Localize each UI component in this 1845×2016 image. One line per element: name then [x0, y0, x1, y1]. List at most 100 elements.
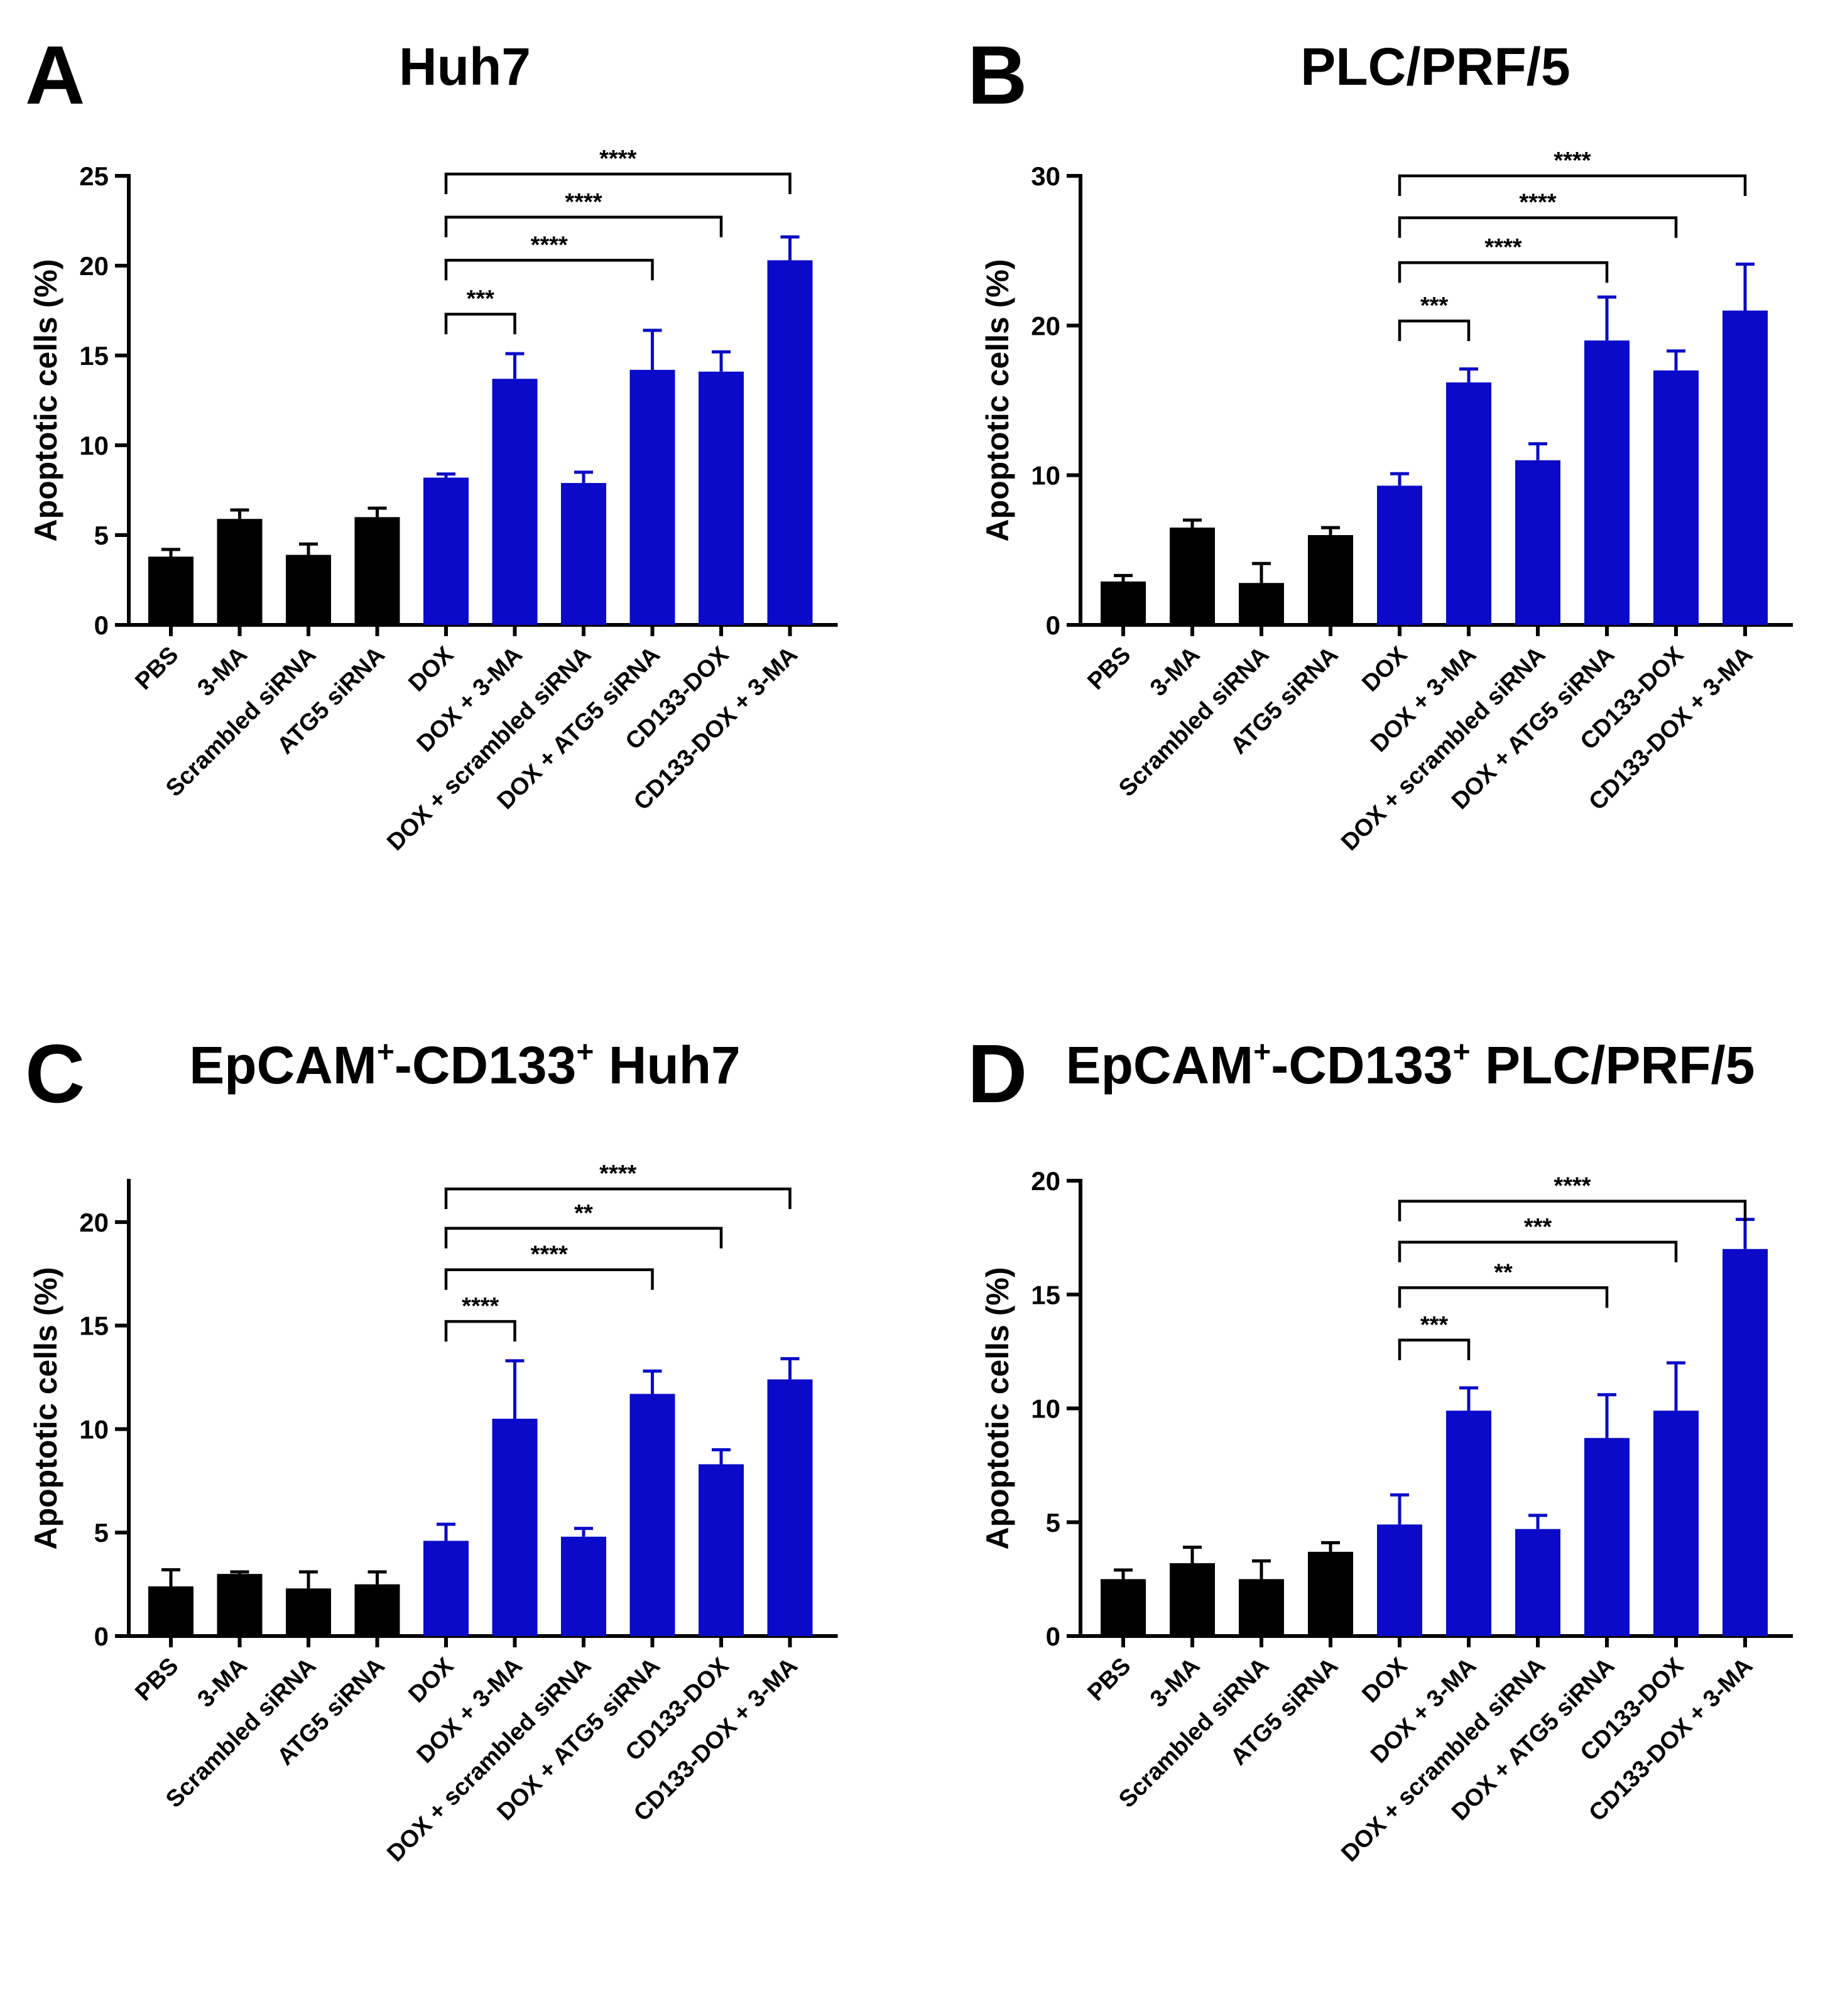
bar: [1723, 1249, 1768, 1636]
y-tick-label: 10: [1031, 1394, 1060, 1424]
y-tick-label: 20: [1031, 311, 1060, 340]
bar: [1584, 340, 1630, 625]
significance-bracket: [444, 312, 516, 335]
bar: [1584, 1438, 1630, 1636]
title-superscript: +: [377, 1036, 395, 1069]
significance-bracket: [444, 1320, 516, 1342]
bar: [767, 1379, 813, 1636]
bar: [1377, 1524, 1422, 1636]
significance-label: ****: [565, 189, 602, 215]
bar: [1723, 310, 1768, 625]
y-tick-label: 25: [79, 161, 109, 191]
title-superscript: +: [1453, 1036, 1471, 1069]
y-tick-label: 15: [1031, 1280, 1060, 1309]
bar: [1101, 1579, 1146, 1636]
significance-label: ***: [467, 286, 495, 312]
y-axis-label: Apoptotic cells (%): [980, 259, 1015, 541]
significance-label: ****: [531, 1242, 568, 1268]
bar: [286, 555, 331, 625]
significance-label: ***: [1420, 1312, 1449, 1338]
bar: [1170, 1563, 1215, 1636]
significance-label: **: [1494, 1259, 1513, 1286]
bar: [423, 1541, 469, 1636]
significance-label: ****: [599, 1161, 636, 1187]
bar: [354, 517, 400, 625]
title-part: PLC/PRF/5: [1471, 1036, 1755, 1095]
bar: [1170, 528, 1215, 625]
bar: [492, 1418, 538, 1636]
bar: [1446, 1411, 1491, 1636]
panel-letter: B: [967, 29, 1027, 121]
significance-label: ****: [1519, 190, 1556, 216]
title-part: EpCAM: [1066, 1036, 1254, 1095]
bar: [1653, 1411, 1699, 1636]
significance-bracket: [444, 1268, 654, 1290]
y-tick-label: 0: [1046, 1622, 1060, 1651]
panel-letter: C: [25, 1027, 85, 1120]
y-tick-label: 30: [1031, 161, 1060, 191]
bar: [699, 1464, 744, 1636]
panel-title: PLC/PRF/5: [1300, 37, 1570, 96]
bar: [1377, 485, 1422, 625]
title-part: -CD133: [395, 1036, 576, 1095]
significance-bracket: [444, 1227, 723, 1249]
bar: [629, 1394, 675, 1636]
panel-letter: A: [25, 29, 85, 121]
significance-bracket: [1398, 319, 1471, 342]
bar: [423, 477, 469, 625]
bar: [217, 519, 263, 625]
bar: [767, 260, 813, 625]
y-tick-label: 20: [1031, 1166, 1060, 1196]
bar: [629, 369, 675, 625]
panel-title: EpCAM+-CD133+ Huh7: [189, 1036, 741, 1095]
bar: [1101, 581, 1146, 625]
y-axis-label: Apoptotic cells (%): [28, 259, 63, 541]
bar: [1239, 1579, 1284, 1636]
title-part: Huh7: [594, 1036, 740, 1095]
title-superscript: +: [1253, 1036, 1271, 1069]
bar: [148, 1586, 193, 1636]
significance-bracket: [1398, 1200, 1747, 1222]
significance-bracket: [1398, 261, 1609, 283]
significance-bracket: [1398, 174, 1747, 196]
significance-label: ****: [1484, 234, 1521, 261]
panel-letter: D: [967, 1027, 1027, 1120]
significance-label: ****: [599, 146, 636, 172]
bar: [1515, 460, 1560, 625]
significance-label: ****: [462, 1293, 499, 1320]
y-tick-label: 15: [79, 341, 109, 371]
significance-label: ****: [1554, 1173, 1591, 1200]
significance-bracket: [444, 1187, 792, 1210]
bar: [1653, 370, 1699, 625]
bar: [217, 1574, 263, 1636]
significance-bracket: [1398, 1286, 1609, 1308]
significance-label: **: [574, 1200, 593, 1227]
y-tick-label: 20: [79, 251, 109, 281]
y-axis-label: Apoptotic cells (%): [28, 1267, 63, 1549]
significance-bracket: [1398, 216, 1678, 238]
bar: [148, 556, 193, 625]
y-tick-label: 20: [79, 1208, 109, 1237]
significance-bracket: [1398, 1240, 1678, 1262]
significance-label: ****: [531, 232, 568, 258]
y-tick-label: 10: [1031, 461, 1060, 490]
bar: [1239, 583, 1284, 625]
significance-label: ****: [1554, 148, 1591, 174]
y-tick-label: 5: [94, 521, 109, 550]
bar: [1515, 1529, 1560, 1636]
y-tick-label: 10: [79, 1414, 109, 1444]
bar: [1308, 535, 1353, 625]
bar: [561, 483, 606, 625]
significance-bracket: [1398, 1338, 1471, 1360]
bar: [561, 1536, 606, 1636]
significance-bracket: [444, 172, 792, 195]
y-tick-label: 0: [94, 1622, 109, 1651]
bar: [286, 1588, 331, 1636]
title-superscript: +: [576, 1036, 594, 1069]
bar: [699, 371, 744, 625]
panel-title: EpCAM+-CD133+ PLC/PRF/5: [1066, 1036, 1755, 1095]
significance-bracket: [444, 259, 654, 281]
bar: [1446, 382, 1491, 625]
y-tick-label: 0: [1046, 610, 1060, 640]
